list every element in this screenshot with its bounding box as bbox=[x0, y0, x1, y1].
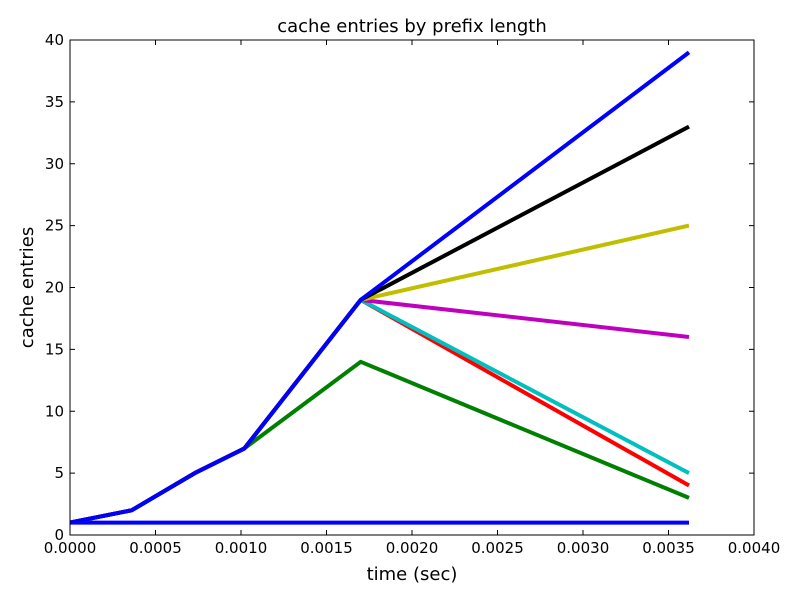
x-tick-label: 0.0015 bbox=[300, 539, 353, 557]
x-tick-label: 0.0040 bbox=[728, 539, 781, 557]
y-tick-label: 25 bbox=[45, 217, 64, 235]
y-tick-label: 20 bbox=[45, 279, 64, 297]
x-tick-label: 0.0030 bbox=[557, 539, 610, 557]
y-tick-label: 0 bbox=[54, 526, 64, 544]
x-tick-label: 0.0000 bbox=[44, 539, 97, 557]
y-tick-label: 15 bbox=[45, 340, 64, 358]
y-tick-label: 35 bbox=[45, 93, 64, 111]
y-axis: 0 5 10 15 20 25 30 35 40 bbox=[45, 31, 754, 544]
x-tick-label: 0.0025 bbox=[471, 539, 524, 557]
x-tick-label: 0.0020 bbox=[386, 539, 439, 557]
series-layer bbox=[69, 50, 691, 525]
y-tick-label: 5 bbox=[54, 464, 64, 482]
x-tick-label: 0.0035 bbox=[642, 539, 695, 557]
x-tick-label: 0.0010 bbox=[215, 539, 268, 557]
x-axis: 0.0000 0.0005 0.0010 0.0015 0.0020 0.0025 0.00… bbox=[44, 40, 781, 557]
y-tick-label: 10 bbox=[45, 402, 64, 420]
chart-title: cache entries by prefix length bbox=[277, 16, 547, 37]
series-line-7 bbox=[69, 50, 691, 525]
y-tick-label: 30 bbox=[45, 155, 64, 173]
y-tick-label: 40 bbox=[45, 31, 64, 49]
x-axis-label: time (sec) bbox=[367, 564, 458, 585]
x-tick-label: 0.0005 bbox=[129, 539, 182, 557]
y-axis-label: cache entries bbox=[17, 227, 38, 348]
